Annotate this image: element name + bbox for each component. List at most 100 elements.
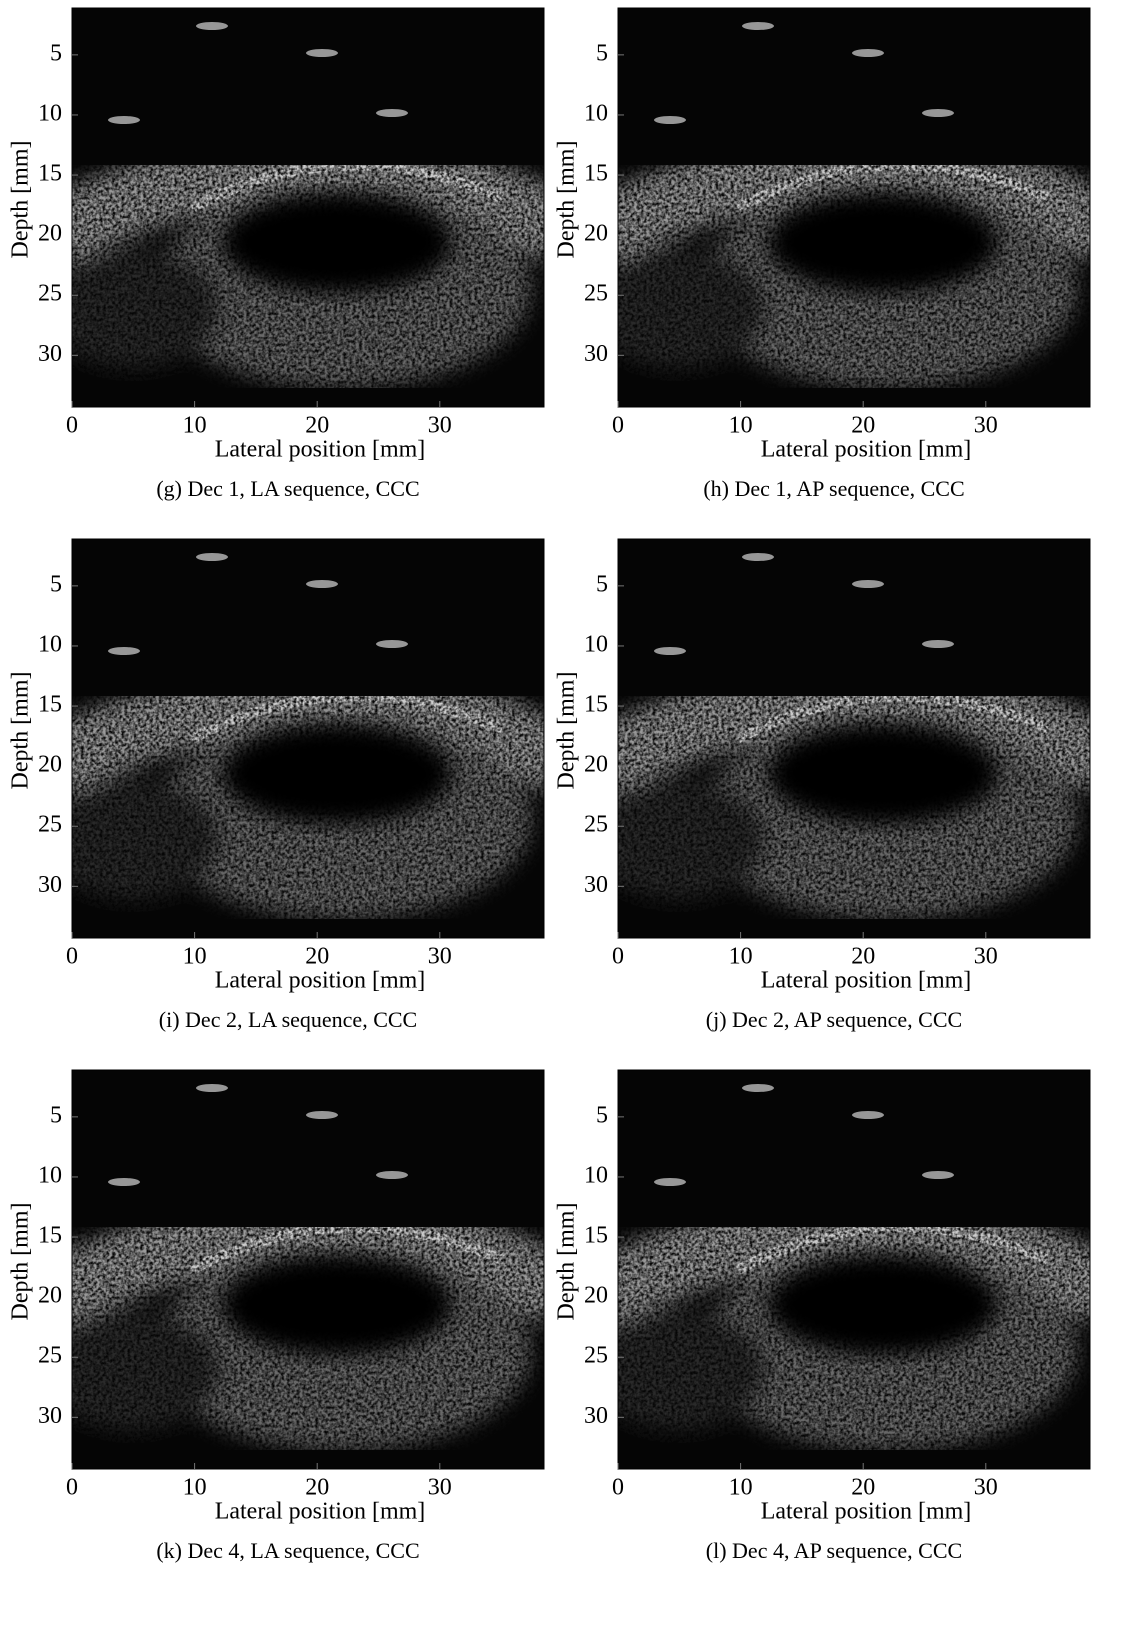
y-axis-label: Depth [mm] (8, 141, 34, 259)
y-tick-label: 5 (50, 40, 62, 66)
x-axis-label: Lateral position [mm] (215, 437, 426, 463)
lumen (768, 724, 998, 824)
reflector (108, 1178, 140, 1186)
caption: (k) Dec 4, LA sequence, CCC (156, 1538, 419, 1563)
reflector (196, 553, 228, 561)
reflector (108, 116, 140, 124)
y-tick-label: 10 (38, 100, 62, 126)
y-tick-label: 30 (584, 1403, 608, 1429)
ultrasound-image (72, 539, 544, 938)
y-tick-label: 15 (38, 692, 62, 718)
y-tick-label: 25 (38, 1343, 62, 1369)
x-tick-label: 10 (183, 1475, 207, 1501)
x-tick-label: 10 (729, 413, 753, 439)
reflector (922, 109, 954, 117)
x-axis-label: Lateral position [mm] (215, 1499, 426, 1525)
y-tick-label: 5 (50, 1102, 62, 1128)
reflector (852, 49, 884, 57)
y-tick-label: 20 (38, 221, 62, 247)
reflector (742, 1084, 774, 1092)
caption: (g) Dec 1, LA sequence, CCC (156, 476, 419, 501)
reflector (922, 640, 954, 648)
y-tick-label: 5 (596, 40, 608, 66)
x-tick-label: 10 (729, 1475, 753, 1501)
y-tick-label: 15 (38, 161, 62, 187)
x-tick-label: 20 (305, 413, 329, 439)
y-tick-label: 5 (596, 571, 608, 597)
x-tick-label: 30 (974, 413, 998, 439)
lumen (768, 193, 998, 293)
reflector (376, 1171, 408, 1179)
reflector (196, 22, 228, 30)
x-tick-label: 30 (974, 1475, 998, 1501)
y-tick-label: 10 (38, 1162, 62, 1188)
ultrasound-image (72, 1070, 544, 1469)
y-tick-label: 25 (584, 281, 608, 307)
x-axis-label: Lateral position [mm] (761, 968, 972, 994)
y-tick-label: 10 (38, 631, 62, 657)
reflector (922, 1171, 954, 1179)
y-tick-label: 25 (584, 1343, 608, 1369)
reflector (654, 116, 686, 124)
x-tick-label: 0 (612, 413, 624, 439)
y-tick-label: 25 (38, 281, 62, 307)
y-tick-label: 20 (38, 752, 62, 778)
x-tick-label: 20 (305, 944, 329, 970)
y-tick-label: 30 (584, 341, 608, 367)
y-tick-label: 20 (584, 752, 608, 778)
ultrasound-image (618, 8, 1090, 407)
x-tick-label: 10 (183, 944, 207, 970)
reflector (306, 580, 338, 588)
reflector (852, 1111, 884, 1119)
y-axis-label: Depth [mm] (8, 1203, 34, 1321)
y-tick-label: 25 (38, 812, 62, 838)
y-axis-label: Depth [mm] (554, 1203, 580, 1321)
ultrasound-image (618, 539, 1090, 938)
x-tick-label: 30 (428, 1475, 452, 1501)
lumen (222, 724, 452, 824)
x-tick-label: 0 (612, 944, 624, 970)
caption: (j) Dec 2, AP sequence, CCC (706, 1007, 962, 1032)
x-axis-label: Lateral position [mm] (215, 968, 426, 994)
axes-frame (71, 538, 545, 939)
reflector (196, 1084, 228, 1092)
lumen (222, 193, 452, 293)
y-tick-label: 5 (50, 571, 62, 597)
x-tick-label: 20 (851, 944, 875, 970)
y-tick-label: 30 (38, 872, 62, 898)
y-tick-label: 15 (584, 1223, 608, 1249)
y-tick-label: 20 (584, 221, 608, 247)
y-tick-label: 10 (584, 631, 608, 657)
x-tick-label: 30 (428, 944, 452, 970)
x-tick-label: 0 (66, 1475, 78, 1501)
y-tick-label: 30 (38, 341, 62, 367)
ultrasound-image (618, 1070, 1090, 1469)
x-tick-label: 0 (612, 1475, 624, 1501)
reflector (654, 647, 686, 655)
lumen (222, 1255, 452, 1355)
y-tick-label: 15 (584, 161, 608, 187)
reflector (376, 109, 408, 117)
axes-frame (617, 1069, 1091, 1470)
ultrasound-image (72, 8, 544, 407)
y-axis-label: Depth [mm] (554, 141, 580, 259)
y-tick-label: 30 (38, 1403, 62, 1429)
reflector (742, 22, 774, 30)
axes-frame (71, 1069, 545, 1470)
reflector (376, 640, 408, 648)
x-tick-label: 20 (851, 1475, 875, 1501)
x-tick-label: 20 (851, 413, 875, 439)
reflector (306, 1111, 338, 1119)
x-tick-label: 30 (428, 413, 452, 439)
reflector (108, 647, 140, 655)
y-tick-label: 10 (584, 1162, 608, 1188)
y-axis-label: Depth [mm] (8, 672, 34, 790)
